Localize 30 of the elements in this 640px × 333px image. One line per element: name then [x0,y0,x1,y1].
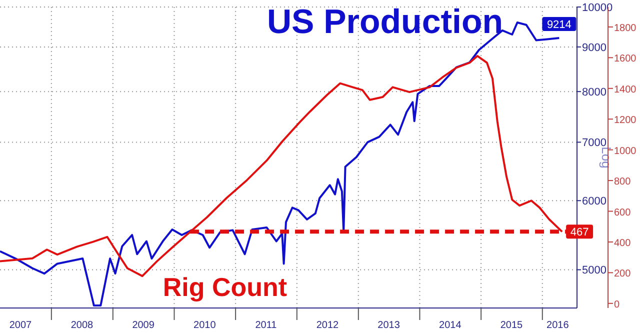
x-tick-label: 2009 [132,320,155,331]
data-label: 467 [570,226,589,239]
y2-tick-label: 1800 [614,22,637,34]
x-tick-label: 2011 [255,320,278,331]
y2-tick-label: 200 [614,268,632,280]
x-tick-label: 2013 [378,320,400,331]
x-tick-label: 2008 [70,320,94,331]
y-tick-label: 10000 [582,2,613,14]
y2-tick-label: 0 [614,299,620,310]
line-series [0,54,564,278]
y2-tick-label: 400 [614,238,632,249]
y2-tick-label: 800 [614,176,632,188]
x-tick-label: 2016 [546,320,570,331]
x-tick-label: 2015 [500,320,524,331]
y2-tick-label: 1600 [614,54,637,65]
y-tick-label: 5000 [582,264,606,277]
y-tick-label: 8000 [582,86,606,99]
x-tick-label: 2012 [316,320,340,331]
legend-label: US Production [266,3,504,41]
data-label: 9214 [546,19,572,32]
y2-tick-label: 1000 [614,146,637,157]
y-tick-label: 6000 [582,196,606,208]
y2-tick-label: 1200 [614,115,637,126]
y-tick-label: 9000 [582,42,606,54]
y2-tick-label: 600 [614,207,632,218]
y2-tick-label: 1400 [614,84,637,96]
x-tick-label: 2014 [439,320,462,331]
x-tick-label: 2010 [194,320,216,331]
series-label: Rig Count [162,272,288,302]
x-tick-label: 2007 [9,320,32,331]
